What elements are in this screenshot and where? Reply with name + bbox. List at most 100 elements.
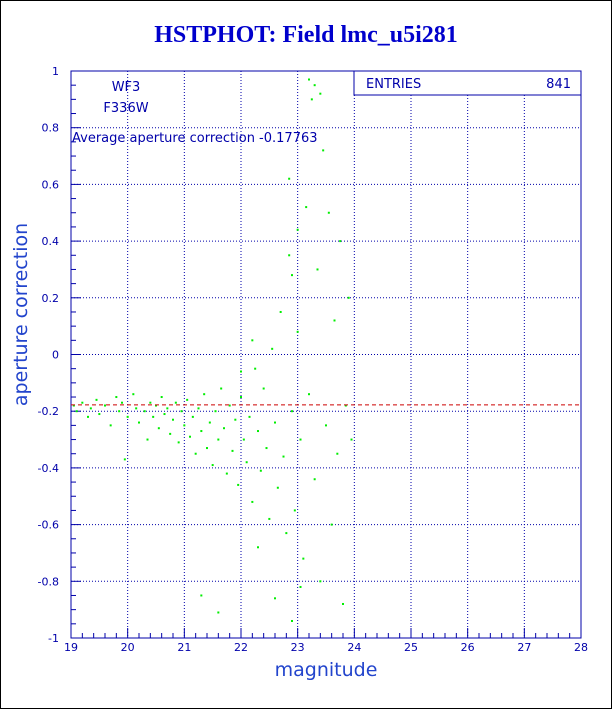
filter-label: F336W (103, 101, 148, 116)
data-point (274, 421, 276, 424)
data-point (327, 211, 330, 214)
data-point (262, 387, 265, 390)
data-point (296, 228, 299, 231)
data-point (95, 398, 98, 401)
data-point (313, 84, 316, 87)
y-tick-label: -0.6 (38, 519, 59, 532)
chart-title: HSTPHOT: Field lmc_u5i281 (154, 22, 458, 48)
data-point (257, 430, 259, 433)
stats-entries-label: ENTRIES (366, 77, 421, 92)
data-point (299, 585, 302, 588)
data-point (211, 464, 214, 467)
x-tick-label: 19 (64, 641, 78, 654)
y-tick-label: 0.8 (42, 122, 60, 135)
data-point (200, 594, 203, 597)
x-axis-label: magnitude (275, 659, 378, 681)
x-tick-label: 24 (347, 641, 361, 654)
data-point (245, 461, 248, 464)
data-point (189, 435, 191, 438)
x-tick-label: 22 (234, 641, 248, 654)
data-point (288, 177, 291, 180)
data-point (203, 393, 206, 396)
data-point (200, 430, 203, 433)
data-point (268, 517, 271, 520)
data-point (285, 532, 288, 535)
x-tick-label: 25 (404, 641, 418, 654)
data-point (271, 347, 274, 350)
stats-entries-value: 841 (546, 77, 571, 92)
data-point (98, 413, 101, 416)
data-point (302, 557, 305, 560)
data-point (347, 296, 350, 299)
data-point (299, 438, 302, 441)
data-point (177, 441, 180, 444)
data-point (274, 597, 276, 600)
data-point (330, 523, 333, 526)
data-point (305, 206, 308, 209)
data-point (152, 415, 155, 418)
data-point (336, 452, 339, 455)
data-point (214, 410, 217, 413)
data-point (308, 78, 310, 81)
x-tick-label: 21 (177, 641, 191, 654)
x-tick-label: 26 (461, 641, 475, 654)
x-tick-label: 27 (517, 641, 531, 654)
data-point (344, 404, 347, 407)
data-point (217, 611, 220, 614)
data-point (333, 319, 336, 322)
data-point (288, 254, 291, 257)
x-tick-label: 20 (121, 641, 135, 654)
data-point (240, 396, 242, 399)
data-point (186, 398, 189, 401)
data-point (293, 509, 296, 512)
data-point (163, 413, 166, 416)
data-point (228, 404, 231, 407)
stats-box (353, 70, 582, 96)
data-point (313, 478, 316, 481)
data-point (276, 486, 279, 489)
data-point (342, 602, 344, 605)
average-correction-label: Average aperture correction -0.17763 (72, 131, 318, 146)
data-point (174, 401, 177, 404)
data-point (157, 427, 160, 430)
data-point (279, 310, 282, 313)
data-point (234, 418, 237, 421)
y-tick-label: 0.4 (42, 235, 60, 248)
data-point (143, 410, 146, 413)
data-point (220, 387, 223, 390)
data-point (251, 339, 254, 342)
y-tick-label: 0 (52, 349, 59, 362)
camera-label: WF3 (112, 80, 141, 95)
data-point (126, 415, 129, 418)
data-point (308, 393, 310, 396)
data-point (319, 580, 322, 583)
data-point (155, 404, 157, 407)
data-point (291, 274, 293, 277)
data-point (123, 458, 126, 461)
data-point (180, 410, 183, 413)
data-point (75, 410, 78, 413)
data-point (115, 396, 118, 399)
data-point (72, 404, 75, 407)
data-point (319, 92, 322, 95)
data-point (217, 438, 220, 441)
x-tick-label: 23 (291, 641, 305, 654)
data-point (231, 449, 234, 452)
data-point (169, 432, 172, 435)
data-point (254, 367, 257, 370)
data-point (206, 447, 208, 450)
data-point (183, 424, 186, 427)
data-point (322, 149, 325, 152)
data-point (240, 370, 242, 373)
data-point (339, 240, 342, 243)
data-point (191, 415, 194, 418)
data-point (89, 407, 92, 410)
data-point (325, 424, 327, 427)
data-point (109, 424, 112, 427)
data-point (291, 410, 293, 413)
data-point (149, 401, 152, 404)
data-point (282, 455, 285, 458)
data-point (259, 469, 262, 472)
